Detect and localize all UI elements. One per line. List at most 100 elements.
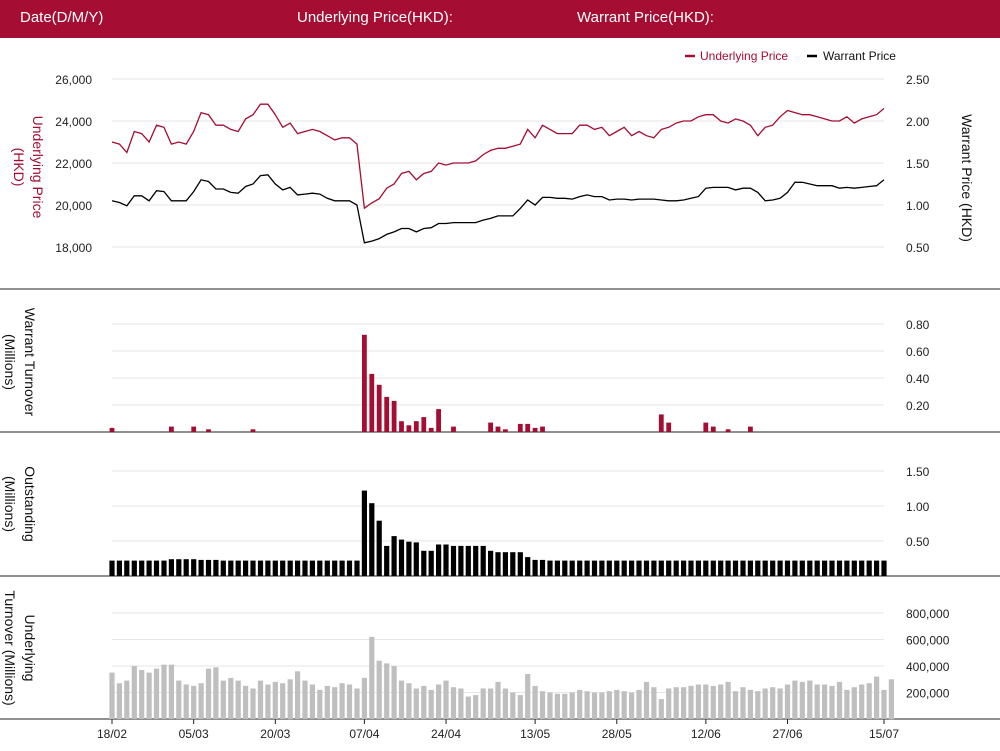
underlying-turnover-bar bbox=[888, 679, 894, 720]
outstanding-bar bbox=[280, 560, 286, 576]
outstanding-bar bbox=[747, 560, 753, 576]
underlying-turnover-bar bbox=[213, 667, 219, 719]
outstanding-bar bbox=[109, 560, 115, 576]
warrant-turnover-bar bbox=[451, 426, 456, 432]
warrant-turnover-bar bbox=[428, 427, 434, 432]
underlying-turnover-bar bbox=[317, 689, 323, 719]
outstanding-bar bbox=[153, 560, 160, 576]
underlying-turnover-bar bbox=[822, 684, 828, 719]
underlying-turnover-bar bbox=[183, 684, 189, 719]
underlying-turnover-bar bbox=[324, 685, 330, 719]
outstanding-bar bbox=[725, 560, 731, 576]
outstanding-bar bbox=[784, 560, 791, 576]
outstanding-bar bbox=[339, 560, 345, 576]
underlying-turnover-bar bbox=[770, 687, 776, 719]
left-tick-label: 22,000 bbox=[55, 157, 92, 171]
outstanding-bar bbox=[198, 559, 204, 576]
right-tick-label: 2.50 bbox=[906, 73, 930, 87]
underlying-turnover-bar bbox=[250, 688, 256, 719]
warrant-turnover-bar bbox=[369, 373, 375, 432]
underlying-turnover-bar bbox=[569, 692, 575, 719]
underlying-turnover-bar bbox=[168, 664, 174, 719]
outstanding-bar bbox=[740, 560, 746, 576]
underlying-turnover-bar bbox=[517, 695, 523, 719]
outstanding-bar bbox=[205, 559, 212, 576]
outstanding-bar bbox=[770, 560, 776, 576]
underlying-turnover-bar bbox=[658, 699, 664, 719]
underlying-turnover-bar bbox=[339, 683, 345, 719]
underlying-turnover-bar bbox=[673, 687, 679, 719]
outstanding-bar bbox=[732, 560, 739, 576]
warrant-price-label: Warrant Price(HKD): bbox=[577, 9, 714, 26]
warrant-turnover-tick-label: 0.60 bbox=[906, 345, 930, 359]
underlying-turnover-bar bbox=[198, 683, 204, 719]
outstanding-bar bbox=[629, 560, 635, 576]
outstanding-bar bbox=[495, 552, 501, 576]
underlying-turnover-bar bbox=[703, 684, 709, 719]
x-tick-label: 20/03 bbox=[260, 727, 290, 741]
x-tick-label: 07/04 bbox=[349, 727, 379, 741]
underlying-turnover-bar bbox=[755, 691, 761, 719]
x-tick-label: 05/03 bbox=[179, 727, 209, 741]
right-tick-label: 1.50 bbox=[906, 157, 930, 171]
outstanding-tick-label: 1.50 bbox=[906, 465, 930, 479]
warrant-turnover-tick-label: 0.20 bbox=[906, 399, 930, 413]
left-tick-label: 20,000 bbox=[55, 199, 92, 213]
outstanding-bar bbox=[369, 503, 375, 576]
x-tick-label: 24/04 bbox=[431, 727, 461, 741]
outstanding-bar bbox=[874, 560, 880, 576]
underlying-turnover-bar bbox=[176, 680, 182, 719]
right-tick-label: 1.00 bbox=[906, 199, 930, 213]
underlying-turnover-bar bbox=[539, 691, 546, 719]
warrant-turnover-bar bbox=[191, 426, 197, 432]
outstanding-bar bbox=[517, 552, 523, 576]
underlying-turnover-bar bbox=[131, 666, 137, 719]
warrant-turnover-bar bbox=[413, 421, 419, 432]
underlying-turnover-bar bbox=[346, 684, 353, 719]
underlying-turnover-bar bbox=[272, 681, 278, 719]
underlying-turnover-bar bbox=[406, 683, 412, 719]
outstanding-bar bbox=[606, 560, 612, 576]
underlying-turnover-bar bbox=[866, 683, 872, 719]
underlying-turnover-bar bbox=[577, 689, 583, 719]
outstanding-bar bbox=[332, 560, 338, 576]
outstanding-bar bbox=[799, 560, 805, 576]
underlying-turnover-bar bbox=[836, 681, 843, 719]
underlying-turnover-bar bbox=[554, 693, 560, 719]
underlying-turnover-bar bbox=[280, 683, 286, 719]
underlying-turnover-tick-label: 400,000 bbox=[906, 660, 950, 674]
underlying-turnover-bar bbox=[458, 688, 464, 719]
outstanding-bar bbox=[443, 544, 449, 576]
underlying-turnover-bar bbox=[777, 688, 783, 719]
left-tick-label: 26,000 bbox=[55, 73, 92, 87]
warrant-turnover-bar bbox=[748, 426, 753, 432]
outstanding-bar bbox=[161, 560, 167, 576]
outstanding-bar bbox=[346, 560, 353, 576]
warrant-turnover-bar bbox=[488, 422, 493, 433]
underlying-turnover-bar bbox=[636, 689, 642, 719]
outstanding-bar bbox=[354, 560, 360, 576]
warrant-turnover-bar bbox=[206, 429, 211, 432]
outstanding-bar bbox=[488, 550, 494, 576]
underlying-turnover-bar bbox=[859, 684, 865, 719]
left-axis-title-line2: (HKD) bbox=[11, 148, 27, 187]
outstanding-bar bbox=[324, 560, 330, 576]
x-tick-label: 15/07 bbox=[869, 727, 899, 741]
outstanding-title-line2: (Millions) bbox=[2, 476, 18, 532]
underlying-turnover-bar bbox=[332, 687, 338, 719]
outstanding-bar bbox=[465, 545, 471, 576]
warrant-turnover-bar bbox=[406, 425, 412, 433]
underlying-turnover-bar bbox=[851, 687, 857, 719]
warrant-turnover-bar bbox=[703, 422, 709, 433]
underlying-turnover-bar bbox=[153, 668, 160, 719]
underlying-turnover-tick-label: 200,000 bbox=[906, 687, 950, 701]
underlying-turnover-bar bbox=[740, 687, 746, 719]
outstanding-bar bbox=[183, 559, 189, 576]
underlying-turnover-bar bbox=[510, 692, 516, 719]
outstanding-bar bbox=[413, 542, 419, 576]
outstanding-bar bbox=[614, 560, 620, 576]
underlying-turnover-bar bbox=[651, 687, 657, 719]
outstanding-bar bbox=[243, 560, 249, 576]
underlying-turnover-bar bbox=[681, 687, 687, 719]
warrant-turnover-bar bbox=[532, 427, 538, 432]
